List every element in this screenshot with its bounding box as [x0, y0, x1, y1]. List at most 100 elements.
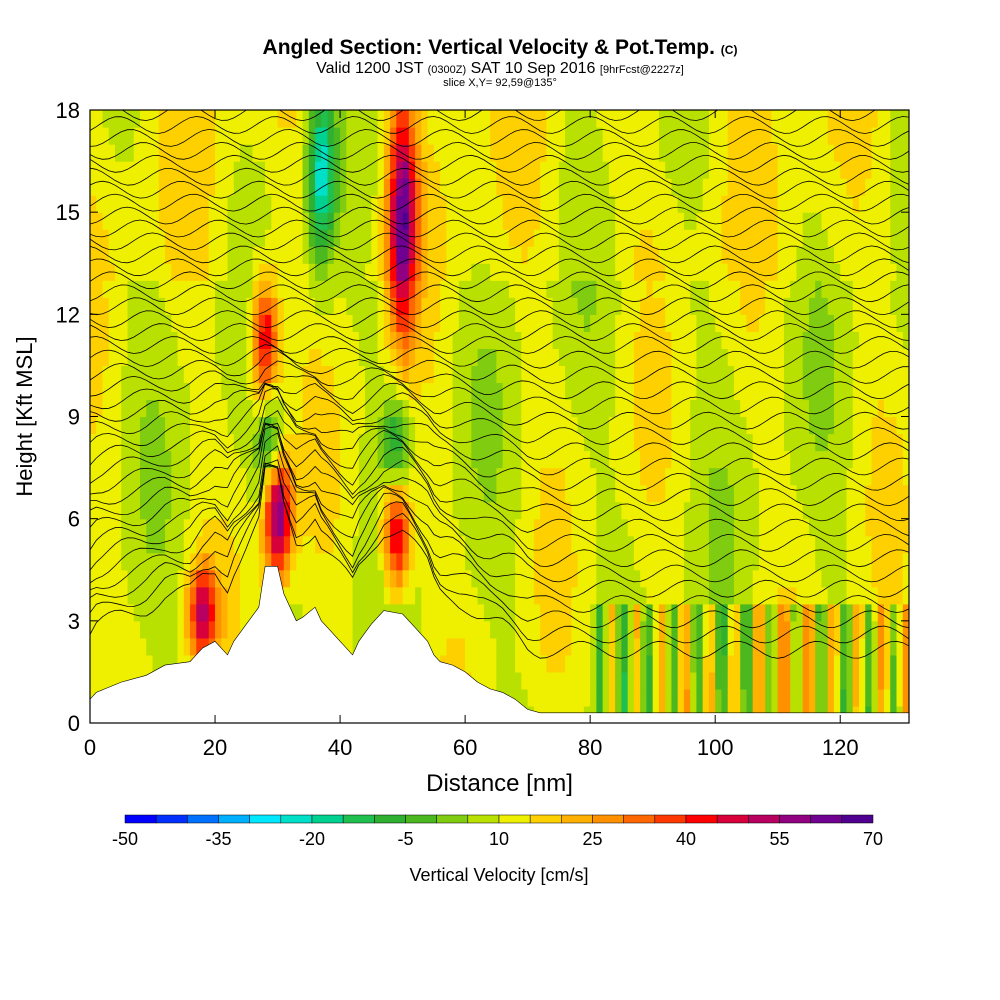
field-cell — [771, 331, 779, 349]
field-cell — [671, 365, 679, 384]
field-cell — [802, 314, 810, 332]
field-cell — [852, 331, 860, 349]
field-cell — [733, 178, 741, 196]
field-cell — [233, 195, 241, 213]
field-cell — [702, 127, 710, 145]
field-cell — [527, 348, 535, 367]
field-cell — [665, 178, 673, 196]
field-cell — [590, 365, 598, 384]
field-cell — [640, 348, 648, 367]
field-cell — [683, 518, 691, 537]
field-cell — [771, 654, 779, 673]
field-cell — [515, 246, 522, 264]
field-cell — [677, 688, 685, 707]
field-cell — [565, 399, 572, 418]
field-cell — [271, 246, 279, 264]
field-cell — [427, 620, 435, 639]
field-cell — [815, 671, 823, 690]
field-cell — [527, 178, 535, 196]
field-cell — [865, 297, 873, 315]
field-cell — [477, 382, 485, 401]
field-cell — [383, 569, 391, 588]
field-cell — [208, 484, 216, 503]
field-cell — [858, 229, 866, 247]
field-cell — [190, 161, 197, 179]
field-cell — [465, 586, 472, 605]
field-cell — [583, 365, 591, 384]
field-cell — [590, 348, 598, 367]
field-cell — [690, 416, 698, 435]
field-cell — [152, 501, 160, 520]
field-cell — [571, 331, 579, 349]
field-cell — [540, 654, 547, 673]
field-cell — [415, 586, 422, 605]
field-cell — [896, 620, 904, 639]
field-cell — [546, 246, 554, 264]
field-cell — [677, 399, 685, 418]
field-cell — [177, 399, 185, 418]
field-cell — [271, 433, 279, 452]
field-cell — [565, 229, 572, 247]
field-cell — [333, 501, 341, 520]
field-cell — [140, 399, 147, 418]
field-cell — [340, 280, 347, 298]
field-cell — [627, 297, 635, 315]
field-cell — [227, 212, 235, 230]
field-cell — [265, 467, 272, 486]
field-cell — [496, 348, 504, 367]
field-cell — [221, 501, 229, 520]
field-cell — [902, 263, 909, 281]
field-cell — [340, 297, 347, 315]
field-cell — [683, 365, 691, 384]
field-cell — [465, 637, 472, 656]
x-tick-label: 20 — [203, 735, 227, 760]
field-cell — [290, 161, 297, 179]
field-cell — [471, 110, 479, 128]
field-cell — [683, 620, 691, 639]
field-cell — [221, 110, 229, 128]
field-cell — [240, 127, 247, 145]
field-cell — [458, 450, 466, 469]
field-cell — [458, 467, 466, 486]
field-cell — [96, 637, 104, 656]
field-cell — [483, 144, 491, 162]
field-cell — [252, 297, 260, 315]
field-cell — [346, 314, 354, 332]
theta-contour-line — [90, 459, 909, 613]
field-cell — [177, 603, 185, 622]
field-cell — [571, 144, 579, 162]
field-cell — [677, 331, 685, 349]
field-cell — [802, 433, 810, 452]
field-cell — [683, 314, 691, 332]
field-cell — [283, 467, 291, 486]
field-cell — [840, 688, 848, 707]
field-cell — [815, 280, 823, 298]
field-cell — [546, 161, 554, 179]
field-cell — [540, 671, 547, 690]
field-cell — [408, 229, 416, 247]
field-cell — [333, 229, 341, 247]
field-cell — [502, 450, 510, 469]
field-cell — [583, 484, 591, 503]
field-cell — [565, 433, 572, 452]
field-cell — [821, 569, 829, 588]
field-cell — [733, 552, 741, 571]
field-cell — [90, 637, 97, 656]
field-cell — [727, 195, 735, 213]
field-cell — [540, 195, 547, 213]
field-cell — [290, 399, 297, 418]
field-cell — [896, 195, 904, 213]
field-cell — [746, 161, 754, 179]
field-cell — [315, 263, 322, 281]
field-cell — [596, 450, 604, 469]
field-cell — [683, 671, 691, 690]
field-cell — [833, 688, 841, 707]
field-cell — [858, 501, 866, 520]
field-cell — [240, 110, 247, 128]
field-cell — [171, 297, 179, 315]
field-cell — [633, 569, 641, 588]
field-cell — [633, 433, 641, 452]
field-cell — [727, 620, 735, 639]
field-cell — [515, 501, 522, 520]
field-cell — [452, 110, 460, 128]
